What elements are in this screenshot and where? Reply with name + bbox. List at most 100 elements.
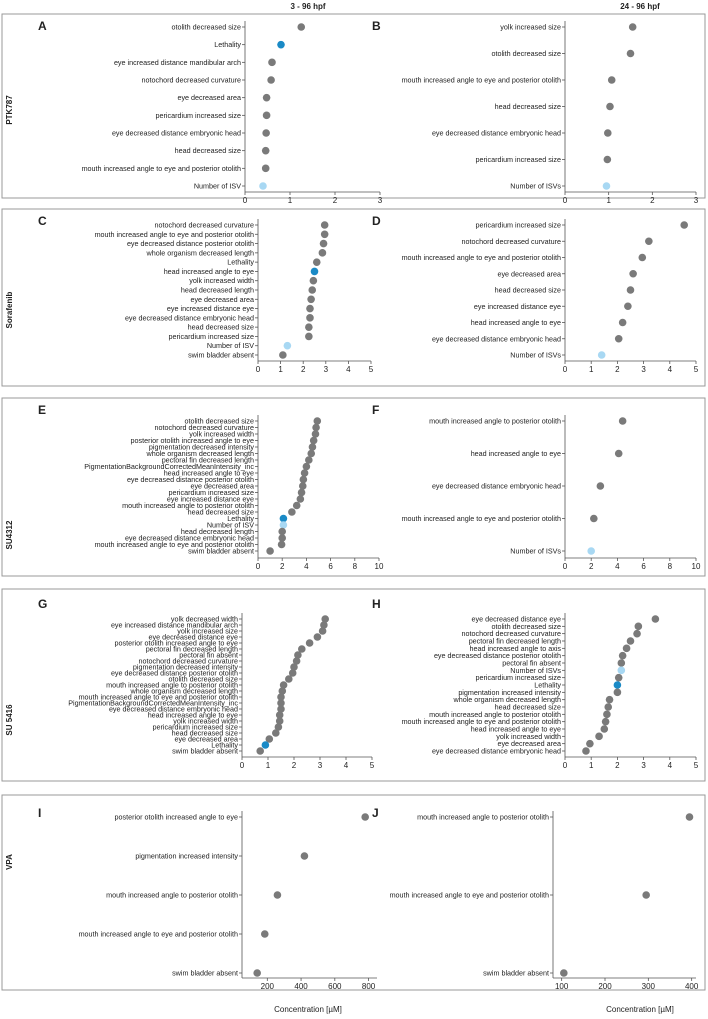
category-label: swim bladder absent <box>483 969 549 978</box>
category-label: yolk increased width <box>496 732 561 741</box>
category-label: head decreased size <box>172 729 238 738</box>
category-label: eye decreased distance posterior otolith <box>434 651 561 660</box>
data-point-head-decreased-size <box>272 729 280 737</box>
data-point-head-increased-angle-to-eye <box>310 267 319 276</box>
data-point-eye-decreased-distance-embryonic-head <box>278 534 287 542</box>
data-point-pericardium-increased-size <box>262 111 271 120</box>
data-point-pericardium-increased-size <box>305 332 313 341</box>
data-point-notochord-decreased-curvature <box>267 76 275 84</box>
data-point-notochord-decreased-curvature <box>292 657 301 665</box>
data-point-notochord-decreased-curvature <box>645 237 653 246</box>
data-point-eye-decreased-area <box>586 739 594 748</box>
x-tick-label: 0 <box>243 196 248 205</box>
category-label: whole organism decreased length <box>130 687 238 696</box>
data-point-pectoral-fin-decreased-length <box>626 637 635 645</box>
category-label: mouth increased angle to eye and posteri… <box>402 253 561 262</box>
category-label: otolith decreased size <box>491 622 561 631</box>
data-point-head-decreased-size <box>604 703 613 711</box>
data-point-eye-decreased-distance-embryonic-head <box>603 129 612 137</box>
category-label: pectoral fin decreased length <box>162 456 254 465</box>
data-point-pericardium-increased-size <box>614 673 623 682</box>
category-label: eye decreased distance eye <box>148 633 238 642</box>
data-point-mouth-increased-angle-to-eye-and-posterior-otolith <box>607 76 616 84</box>
data-point-pectoral-fin-decreased-length <box>305 456 313 464</box>
category-label: head decreased size <box>188 323 254 332</box>
data-point-eye-decreased-distance-embryonic-head <box>277 705 285 713</box>
x-tick-label: 400 <box>294 982 308 991</box>
x-tick-label: 0 <box>563 562 568 571</box>
data-point-mouth-increased-angle-to-eye-and-posterior-otolith <box>277 693 285 701</box>
x-tick-label: 3 <box>641 761 646 770</box>
data-point-eye-decreased-area <box>298 482 307 490</box>
x-tick-label: 1 <box>278 365 283 374</box>
data-point-head-increased-angle-to-eye <box>275 711 284 719</box>
category-label: Lethality <box>214 40 241 49</box>
category-label: eye decreased distance posterior otolith <box>127 239 254 248</box>
x-tick-label: 5 <box>370 761 375 770</box>
row-frame <box>1 588 706 782</box>
data-point-pigmentationbackgroundcorrectedmeanintensity-inc <box>302 462 311 471</box>
panel-letter: H <box>372 597 381 611</box>
data-point-mouth-increased-angle-to-eye-and-posterior-otolith <box>261 164 270 173</box>
x-axis-label-left: Concentration [µM] <box>274 1005 342 1014</box>
data-point-number-of-isv <box>283 341 292 350</box>
category-label: swim bladder absent <box>172 969 238 978</box>
category-label: eye decreased area <box>497 269 561 278</box>
x-tick-label: 0 <box>256 365 261 374</box>
category-label: otolith decreased size <box>171 23 241 32</box>
data-point-notochord-decreased-curvature <box>312 423 320 432</box>
data-point-swim-bladder-absent <box>253 969 261 977</box>
category-label: mouth increased angle to eye and posteri… <box>79 930 238 939</box>
x-tick-label: 4 <box>304 562 309 571</box>
data-point-mouth-increased-angle-to-eye-and-posterior-otolith <box>260 930 269 938</box>
category-label: pericardium increased size <box>476 155 562 164</box>
x-tick-label: 1 <box>589 365 594 374</box>
category-label: yolk increased width <box>173 717 238 726</box>
data-point-mouth-increased-angle-to-posterior-otolith <box>603 710 611 719</box>
x-tick-label: 2 <box>333 196 338 205</box>
data-point-eye-increased-distance-eye <box>624 302 632 311</box>
data-point-mouth-increased-angle-to-posterior-otolith <box>273 891 282 899</box>
data-point-mouth-increased-angle-to-eye-and-posterior-otolith <box>601 717 610 726</box>
data-point-whole-organism-decreased-length <box>605 695 614 704</box>
category-label: pigmentation increased intensity <box>135 852 238 861</box>
category-label: pericardium increased size <box>476 673 562 682</box>
data-point-eye-decreased-distance-posterior-otolith <box>288 669 297 677</box>
category-label: mouth increased angle to eye and posteri… <box>402 514 561 523</box>
data-point-eye-decreased-distance-posterior-otolith <box>618 651 627 660</box>
category-label: eye increased distance eye <box>167 304 254 313</box>
row-frames <box>1 13 706 991</box>
data-point-mouth-increased-angle-to-posterior-otolith <box>685 813 694 821</box>
category-label: head decreased length <box>181 286 254 295</box>
data-point-eye-decreased-distance-eye <box>651 615 660 623</box>
data-point-pigmentation-decreased-intensity <box>290 663 298 671</box>
row-frame <box>1 208 706 387</box>
category-label: mouth increased angle to posterior otoli… <box>429 417 561 426</box>
data-point-mouth-increased-angle-to-posterior-otolith <box>292 501 301 510</box>
category-label: eye decreased distance embryonic head <box>432 334 561 343</box>
data-point-eye-decreased-distance-embryonic-head <box>306 314 314 322</box>
category-label: notochord decreased curvature <box>462 629 562 638</box>
category-label: head decreased size <box>188 508 254 517</box>
panel-letter: I <box>38 806 41 820</box>
data-point-notochord-decreased-curvature <box>320 221 329 229</box>
data-point-eye-decreased-distance-posterior-otolith <box>319 239 328 248</box>
data-point-mouth-increased-angle-to-eye-and-posterior-otolith <box>590 514 598 523</box>
data-point-pigmentation-increased-intensity <box>300 852 309 860</box>
x-tick-label: 2 <box>292 761 297 770</box>
category-label: eye increased distance mandibular arch <box>114 58 241 67</box>
category-label: posterior otolith increased angle to eye <box>115 639 238 648</box>
data-point-eye-decreased-distance-eye <box>313 633 322 641</box>
category-label: otolith decreased size <box>491 49 561 58</box>
data-point-swim-bladder-absent <box>256 747 265 755</box>
category-label: mouth increased angle to eye and posteri… <box>95 540 254 549</box>
x-tick-label: 2 <box>589 562 594 571</box>
category-label: whole organism decreased length <box>453 695 561 704</box>
data-point-otolith-decreased-size <box>285 675 293 683</box>
data-point-eye-increased-distance-mandibular-arch <box>320 621 328 629</box>
row-label: SU4312 <box>5 520 14 549</box>
x-tick-label: 5 <box>694 365 699 374</box>
panel-letter: J <box>372 806 379 820</box>
category-label: swim bladder absent <box>188 351 254 360</box>
